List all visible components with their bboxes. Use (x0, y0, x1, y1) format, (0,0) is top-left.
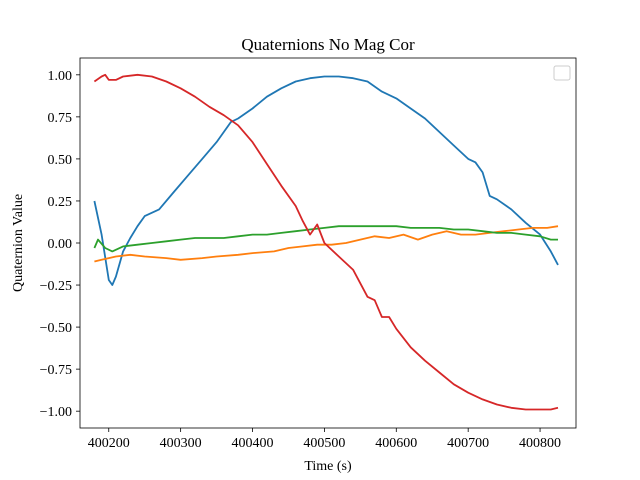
y-tick-label: 0.50 (48, 153, 73, 168)
plot-frame (79, 57, 577, 429)
series-line-orange (94, 225, 559, 263)
y-tick-label: −1.00 (40, 405, 72, 420)
y-tick-label: 1.00 (48, 69, 73, 84)
series-layer (93, 73, 559, 411)
y-tick-label: 0.25 (48, 195, 73, 210)
x-tick-label: 400400 (232, 436, 274, 451)
y-tick-label: −0.50 (40, 321, 72, 336)
x-tick-label: 400800 (519, 436, 561, 451)
series-line-blue (93, 75, 559, 286)
y-tick-label: 0.00 (48, 237, 73, 252)
y-tick-label: 0.75 (48, 111, 73, 126)
x-tick-label: 400200 (88, 436, 130, 451)
x-tick-label: 400700 (447, 436, 489, 451)
x-axis-label: Time (s) (304, 459, 352, 474)
x-tick-label: 400300 (160, 436, 202, 451)
ticks-layer: 400200 400300 400400 400500 400600 400700 4008… (40, 69, 561, 451)
series-line-green (93, 225, 558, 253)
series-line-red (93, 73, 559, 411)
y-axis-label: Quaternion Value (11, 194, 26, 292)
y-tick-label: −0.25 (40, 279, 72, 294)
legend-box (553, 65, 571, 81)
chart-title: Quaternions No Mag Cor (241, 35, 415, 54)
y-tick-label: −0.75 (40, 363, 72, 378)
x-tick-label: 400600 (375, 436, 417, 451)
x-tick-label: 400500 (303, 436, 345, 451)
